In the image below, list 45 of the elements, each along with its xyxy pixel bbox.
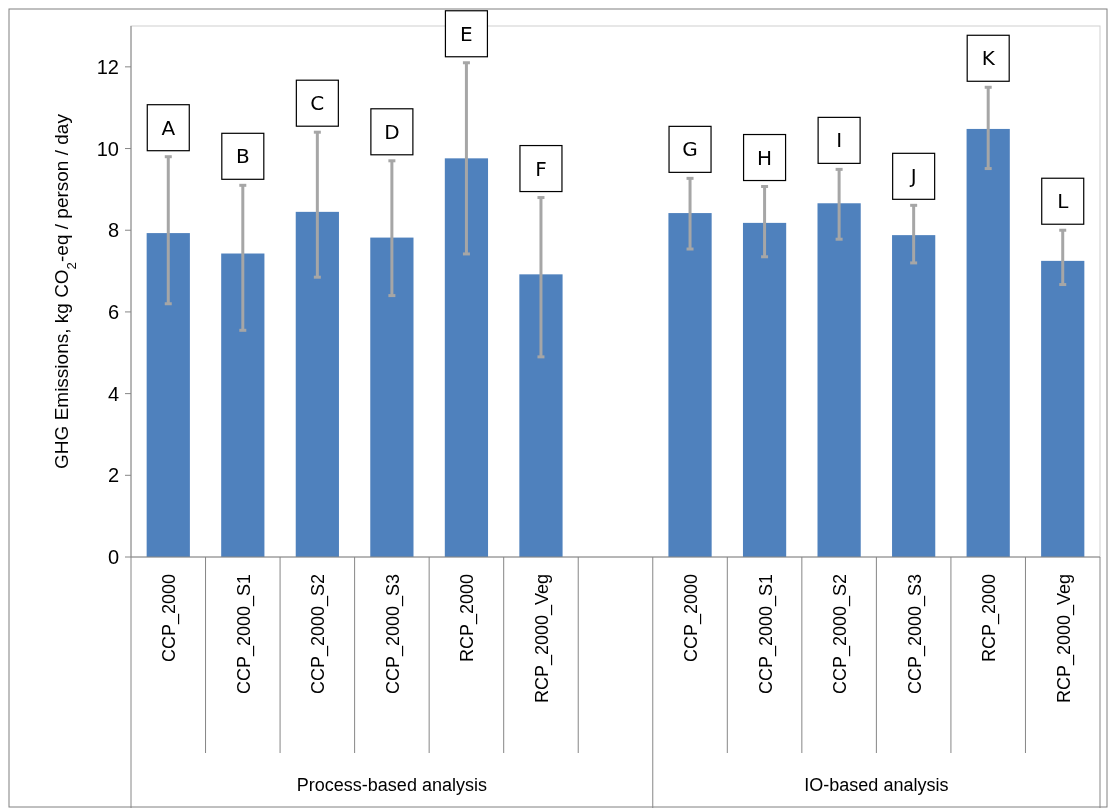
x-tick-label: CCP_2000_S1 <box>755 574 777 695</box>
bar <box>966 128 1010 557</box>
y-tick-label: 8 <box>107 219 119 242</box>
annotation: E <box>460 21 473 46</box>
y-tick-label: 2 <box>107 464 119 487</box>
annotation: G <box>682 137 698 162</box>
annotation: I <box>836 128 843 153</box>
bar <box>221 253 265 557</box>
bar <box>146 233 190 557</box>
y-tick-label: 4 <box>107 382 119 405</box>
annotation: K <box>981 46 996 71</box>
y-tick-label: 6 <box>107 300 119 323</box>
x-tick-label: CCP_2000_S3 <box>904 574 926 695</box>
bar <box>370 237 414 557</box>
text: IO-based analysis <box>804 775 949 795</box>
x-tick-label: CCP_2000 <box>159 574 181 663</box>
bar <box>295 211 339 557</box>
bar <box>444 158 489 557</box>
bar <box>817 203 861 557</box>
x-tick-label: RCP_2000_Veg <box>1053 574 1075 704</box>
annotation: L <box>1057 189 1070 214</box>
bar <box>892 235 936 557</box>
annotation: D <box>384 119 400 144</box>
annotation: H <box>757 145 773 170</box>
x-tick-label: RCP_2000_Veg <box>531 574 553 704</box>
annotation: F <box>535 156 547 181</box>
bar <box>519 274 563 557</box>
x-tick-label: RCP_2000 <box>457 574 479 663</box>
x-tick-label: CCP_2000_S1 <box>233 574 255 695</box>
annotation: B <box>235 144 250 169</box>
x-tick-label: CCP_2000_S3 <box>382 574 404 695</box>
bar <box>1041 260 1085 557</box>
y-tick-label: 10 <box>96 137 119 160</box>
x-tick-label: CCP_2000_S2 <box>308 574 330 695</box>
bar <box>668 213 712 557</box>
annotation: C <box>310 91 325 116</box>
annotation: A <box>161 115 176 140</box>
x-tick-label: CCP_2000_S2 <box>830 574 852 695</box>
annotation: J <box>908 164 917 189</box>
bar <box>742 222 787 557</box>
text: Process-based analysis <box>296 775 487 795</box>
y-tick-label: 0 <box>107 546 119 568</box>
x-tick-label: RCP_2000 <box>979 574 1001 663</box>
x-tick-label: CCP_2000 <box>681 574 703 663</box>
y-tick-label: 12 <box>96 55 119 78</box>
